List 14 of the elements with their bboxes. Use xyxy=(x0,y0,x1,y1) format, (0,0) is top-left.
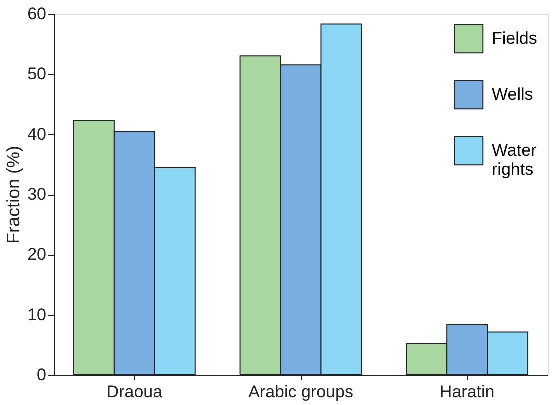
y-tick-label: 40 xyxy=(28,124,46,144)
legend-label: Fields xyxy=(492,29,538,48)
y-tick-label: 60 xyxy=(28,4,46,24)
y-axis-title: Fraction (%) xyxy=(4,146,24,244)
y-tick-label: 0 xyxy=(37,366,46,384)
legend-label: Water rights xyxy=(492,141,538,179)
x-tick-label: Haratin xyxy=(440,382,495,402)
x-tick-label: Arabic groups xyxy=(248,382,354,402)
y-tick-label: 10 xyxy=(28,305,46,324)
x-tick-label: Draoua xyxy=(106,382,164,402)
y-tick-label: 20 xyxy=(28,245,46,264)
legend-label: Wells xyxy=(492,85,534,104)
y-tick-label: 30 xyxy=(28,185,46,204)
y-tick-label: 50 xyxy=(28,64,46,84)
